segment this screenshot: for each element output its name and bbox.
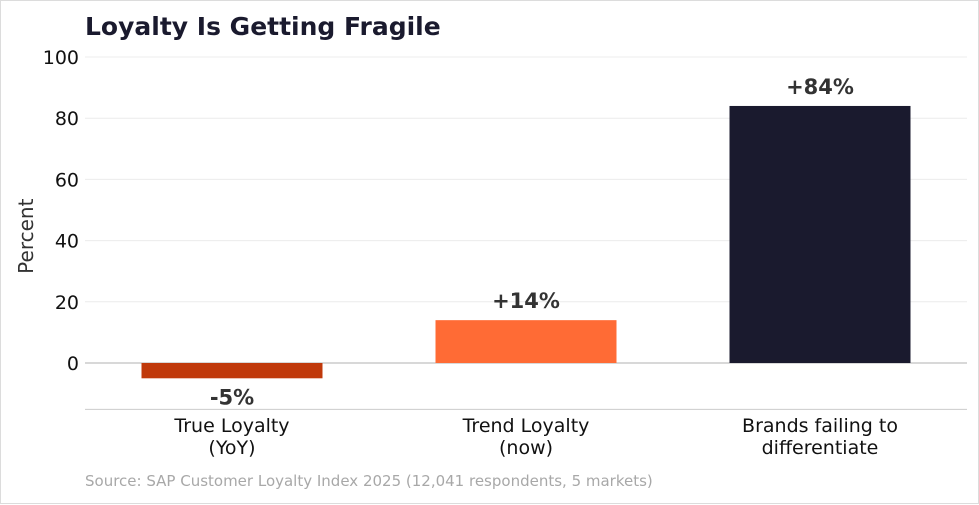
x-tick-label: Trend Loyalty — [462, 415, 590, 437]
y-tick-label: 60 — [55, 169, 79, 191]
source-note: Source: SAP Customer Loyalty Index 2025 … — [85, 472, 653, 490]
data-label: +14% — [492, 289, 560, 313]
x-tick-label: (now) — [499, 437, 553, 459]
x-tick-label: (YoY) — [208, 437, 255, 459]
bar — [729, 105, 911, 364]
bar — [141, 363, 323, 379]
y-tick-label: 40 — [55, 231, 79, 253]
y-tick-label: 20 — [55, 292, 79, 314]
data-label: +84% — [786, 75, 854, 99]
y-tick-label: 100 — [43, 47, 79, 69]
x-tick-label: True Loyalty — [173, 415, 289, 437]
x-tick-label: Brands failing to — [742, 415, 898, 437]
data-label: -5% — [210, 385, 254, 409]
y-axis-label: Percent — [14, 198, 38, 273]
y-tick-label: 80 — [55, 108, 79, 130]
chart-title: Loyalty Is Getting Fragile — [85, 12, 441, 41]
bar — [435, 320, 617, 363]
y-tick-label: 0 — [67, 353, 79, 375]
x-tick-label: differentiate — [762, 437, 879, 459]
